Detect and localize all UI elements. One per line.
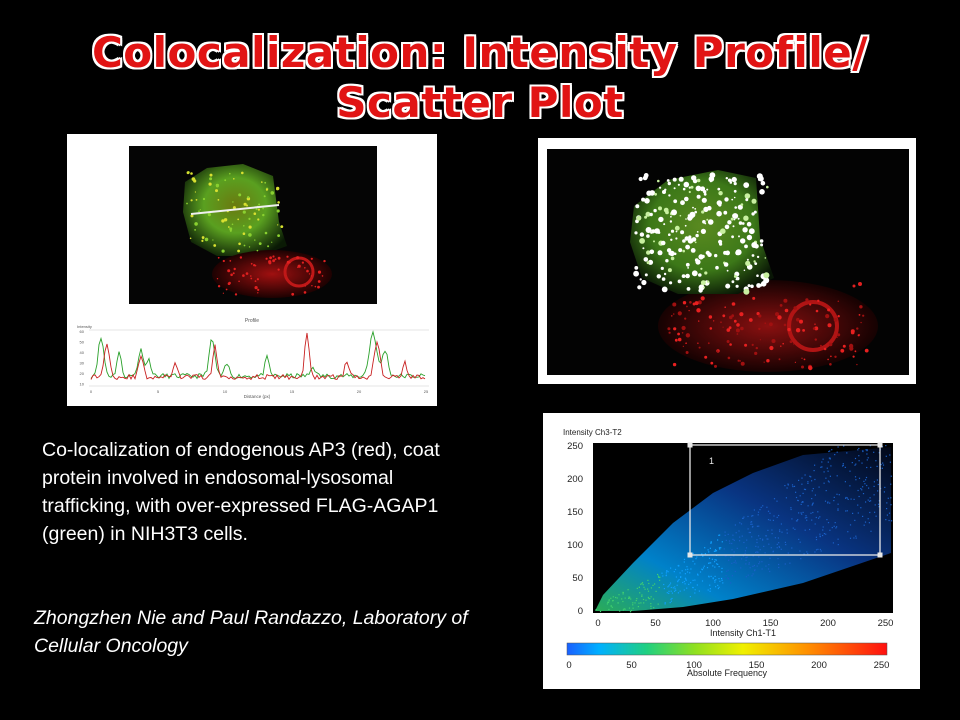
colorbar-tick-200: 200 — [811, 660, 827, 671]
scatter-ytick-0: 0 — [578, 606, 583, 617]
scatter-ylabel: Intensity Ch3-T2 — [563, 428, 622, 437]
profile-ytick-30: 30 — [80, 361, 85, 366]
slide-title-line2: Scatter Plot — [336, 78, 624, 127]
speckles-profile — [186, 171, 326, 296]
profile-red-series — [90, 332, 426, 381]
scatter-xtick-50: 50 — [650, 618, 661, 629]
profile-title: Profile — [245, 318, 259, 324]
profile-ytick-20: 20 — [80, 371, 85, 376]
scatter-xlabel: Intensity Ch1-T1 — [710, 628, 776, 638]
intensity-profile-panel: Profile Intensity 60 50 40 30 20 10 0 5 10 15 20 2… — [67, 134, 437, 406]
scatter-plot-panel: Intensity Ch3-T2 1 250 200 150 100 50 0 0 50 10… — [543, 413, 920, 689]
figure-caption: Co-localization of endogenous AP3 (red),… — [42, 439, 440, 545]
intensity-profile-figure: Profile Intensity 60 50 40 30 20 10 0 5 10 15 20 2… — [77, 146, 429, 399]
coloc-white-speckles — [633, 172, 770, 295]
scatter-xticks: 0 50 100 150 200 250 — [595, 618, 893, 629]
profile-ylabel: Intensity — [77, 324, 92, 329]
coloc-red-speckles — [667, 282, 869, 371]
profile-xticks: 0 5 10 15 20 25 — [90, 389, 429, 394]
scatter-yticks: 250 200 150 100 50 0 — [567, 441, 583, 617]
profile-xtick-20: 20 — [357, 389, 362, 394]
slide-title: Colocalization: Intensity Profile/ Scatt… — [0, 28, 960, 128]
region-of-interest — [689, 444, 881, 556]
scatter-ytick-50: 50 — [572, 573, 583, 584]
profile-line-marker — [190, 204, 280, 215]
scatter-ytick-200: 200 — [567, 474, 583, 485]
scatter-plot-figure: Intensity Ch3-T2 1 250 200 150 100 50 0 0 50 10… — [563, 428, 893, 678]
scatter-xtick-150: 150 — [763, 618, 779, 629]
profile-xtick-15: 15 — [290, 389, 295, 394]
slide-title-line1: Colocalization: Intensity Profile/ — [91, 28, 869, 77]
colorbar — [566, 642, 888, 656]
scatter-ytick-250: 250 — [567, 441, 583, 452]
region-label: 1 — [709, 456, 714, 466]
scatter-xtick-250: 250 — [878, 618, 894, 629]
colorbar-tick-0: 0 — [566, 660, 571, 671]
colorbar-ticks: 0 50 100 150 200 250 — [566, 660, 889, 671]
scatter-points — [595, 445, 893, 613]
profile-ytick-50: 50 — [80, 340, 85, 345]
profile-xtick-5: 5 — [157, 389, 160, 394]
profile-yticks: 60 50 40 30 20 10 — [80, 329, 85, 387]
profile-xtick-0: 0 — [90, 389, 93, 394]
colorbar-tick-100: 100 — [686, 660, 702, 671]
scatter-xtick-200: 200 — [820, 618, 836, 629]
profile-ytick-40: 40 — [80, 350, 85, 355]
colorbar-label: Absolute Frequency — [687, 668, 768, 678]
scatter-ytick-150: 150 — [567, 507, 583, 518]
scatter-xtick-100: 100 — [705, 618, 721, 629]
profile-green-series — [90, 330, 426, 380]
profile-xtick-10: 10 — [223, 389, 228, 394]
author-credit: Zhongzhen Nie and Paul Randazzo, Laborat… — [34, 607, 468, 657]
scatter-ytick-100: 100 — [567, 540, 583, 551]
scatter-density-band — [595, 447, 891, 611]
profile-ytick-60: 60 — [80, 329, 85, 334]
profile-xtick-25: 25 — [424, 389, 429, 394]
colocalization-image-panel — [538, 138, 916, 384]
colorbar-tick-250: 250 — [874, 660, 890, 671]
profile-ytick-10: 10 — [80, 382, 85, 387]
colorbar-tick-50: 50 — [626, 660, 637, 671]
profile-xlabel: Distance (px) — [244, 394, 271, 399]
colocalization-figure — [547, 149, 909, 375]
colorbar-tick-150: 150 — [749, 660, 765, 671]
scatter-xtick-0: 0 — [595, 618, 600, 629]
